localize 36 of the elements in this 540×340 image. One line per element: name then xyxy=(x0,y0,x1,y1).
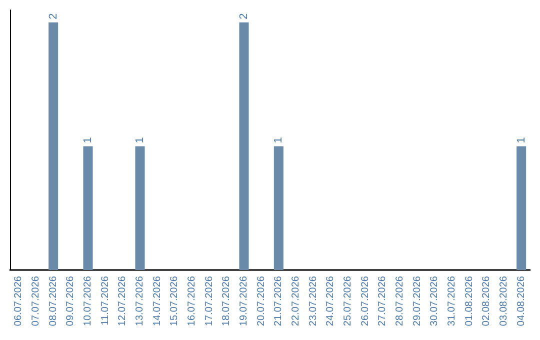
x-tick-label: 25.07.2026 xyxy=(342,276,354,326)
data-label: 2 xyxy=(238,13,250,20)
x-tick-label: 29.07.2026 xyxy=(412,276,423,326)
data-label: 1 xyxy=(134,137,146,144)
x-tick-label: 10.07.2026 xyxy=(82,276,94,326)
x-tick-label: 07.07.2026 xyxy=(30,276,42,326)
x-tick-label: 17.07.2026 xyxy=(204,276,215,326)
x-tick-label: 20.07.2026 xyxy=(256,276,267,326)
x-tick-label: 31.07.2026 xyxy=(446,276,458,326)
x-tick-label: 23.07.2026 xyxy=(308,276,319,326)
x-tick-label: 11.07.2026 xyxy=(100,276,111,326)
x-tick-label: 26.07.2026 xyxy=(360,276,371,326)
x-tick-label: 04.08.2026 xyxy=(516,276,527,326)
x-tick-label: 02.08.2026 xyxy=(481,276,492,326)
x-tick-label: 14.07.2026 xyxy=(152,276,163,326)
x-tick-label: 18.07.2026 xyxy=(221,276,232,326)
x-tick-label: 24.07.2026 xyxy=(325,276,336,326)
x-tick-label: 21.07.2026 xyxy=(273,276,284,326)
data-label: 2 xyxy=(47,13,60,20)
x-tick-label: 08.07.2026 xyxy=(48,276,59,326)
x-tick-label: 16.07.2026 xyxy=(186,276,198,326)
x-tick-label: 28.07.2026 xyxy=(394,276,406,326)
x-tick-label: 03.08.2026 xyxy=(498,276,510,326)
x-tick-label: 15.07.2026 xyxy=(169,276,180,326)
x-tick-label: 22.07.2026 xyxy=(290,276,302,326)
x-tick-label: 01.08.2026 xyxy=(464,276,475,326)
x-tick-label: 09.07.2026 xyxy=(65,276,76,326)
x-tick-label: 12.07.2026 xyxy=(117,276,128,326)
x-tick-label: 27.07.2026 xyxy=(377,276,388,326)
data-label: 1 xyxy=(515,137,528,144)
x-tick-label: 19.07.2026 xyxy=(238,276,250,326)
x-tick-label: 06.07.2026 xyxy=(13,276,24,326)
x-tick-label: 13.07.2026 xyxy=(134,276,146,326)
data-label: 1 xyxy=(82,137,94,144)
data-label: 1 xyxy=(272,137,285,144)
x-tick-label: 30.07.2026 xyxy=(429,276,440,326)
